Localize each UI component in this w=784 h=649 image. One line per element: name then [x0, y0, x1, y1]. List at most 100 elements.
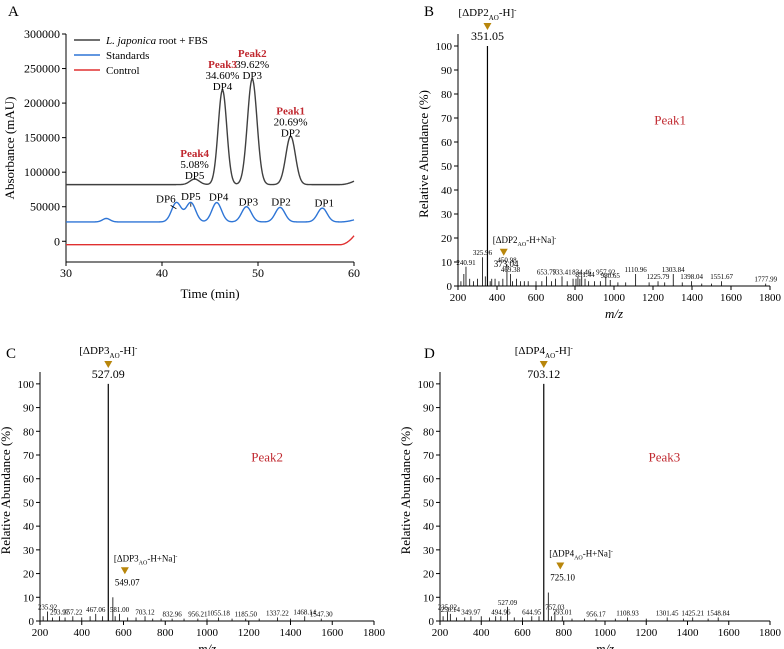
peak-dp: DP4	[213, 81, 233, 93]
x-tick-label: 800	[556, 627, 573, 639]
peak-mz-label: 757.03	[545, 604, 565, 612]
peak-mz-label: 1548.84	[707, 609, 730, 617]
x-tick-label: 200	[32, 627, 49, 639]
peak-mz-label: 357.22	[63, 608, 83, 616]
y-tick-label: 10	[441, 257, 453, 269]
x-tick-label: 40	[156, 266, 168, 280]
peak-mz-label: 1547.30	[310, 611, 333, 619]
main-ion-value: 527.09	[92, 367, 125, 381]
x-tick-label: 200	[432, 627, 449, 639]
x-tick-label: 200	[450, 292, 467, 304]
x-tick-label: 400	[74, 627, 91, 639]
peak-mz-label: 581.00	[110, 606, 130, 614]
y-tick-label: 20	[23, 569, 35, 581]
x-tick-label: 800	[157, 627, 174, 639]
marker-triangle	[483, 23, 492, 30]
ion-part: -H+Na]	[147, 553, 175, 563]
label-connector	[170, 205, 177, 210]
ion-part: -	[135, 344, 138, 352]
ion-part: AO	[574, 556, 583, 562]
peak-mz-label: 349.97	[461, 608, 481, 616]
y-tick-label: 150000	[24, 131, 60, 145]
standard-label: DP2	[271, 196, 291, 208]
peak-mz-label: 1468.14	[293, 608, 316, 616]
peak-mz-label: 467.06	[86, 606, 106, 614]
peak-mz-label: 1303.84	[662, 266, 685, 274]
peak-label: Peak3	[649, 450, 681, 465]
peak-percent: 39.62%	[235, 59, 269, 71]
y-tick-label: 80	[441, 89, 453, 101]
standard-label: DP5	[181, 191, 201, 203]
ion-part: -	[611, 550, 613, 556]
y-tick-label: 40	[23, 521, 35, 533]
peak-percent: 20.69%	[274, 116, 308, 128]
x-tick-label: 600	[528, 292, 545, 304]
adduct-ion-label: [ΔDP2AO-H+Na]-	[493, 235, 557, 248]
x-tick-label: 1600	[321, 627, 344, 639]
x-axis-title: m/z	[605, 306, 623, 321]
peak-mz-label: 653.79	[537, 268, 557, 276]
standard-label: DP1	[314, 198, 334, 210]
y-axis-title: Relative Abundance (%)	[398, 427, 413, 555]
ion-part: -	[175, 554, 177, 560]
y-tick-label: 90	[23, 403, 35, 415]
standard-label: DP6	[156, 194, 176, 206]
ion-part: AO	[545, 352, 555, 360]
main-ion-label: [ΔDP4AO-H]-	[515, 344, 574, 360]
peak-mz-label: 494.96	[491, 608, 511, 616]
peak-name: Peak4	[180, 148, 209, 160]
y-tick-label: 50	[23, 497, 35, 509]
x-tick-label: 800	[567, 292, 584, 304]
ion-part: [ΔDP2	[458, 7, 488, 19]
y-axis-title: Relative Abundance (%)	[416, 90, 431, 218]
panel-letter: B	[424, 4, 434, 20]
x-axis-title: m/z	[198, 641, 216, 649]
peak-mz-label: 325.96	[473, 249, 493, 257]
marker-triangle	[539, 361, 548, 368]
legend-entry-text: root + FBS	[156, 35, 208, 47]
x-tick-label: 1800	[759, 292, 782, 304]
ion-part: [ΔDP2	[493, 235, 518, 245]
y-tick-label: 10	[23, 592, 35, 604]
peak-dp: DP5	[185, 170, 205, 182]
adduct-ion-value: 725.10	[550, 573, 575, 583]
y-tick-label: 30	[23, 545, 35, 557]
ion-part: AO	[489, 14, 499, 22]
y-tick-label: 200000	[24, 96, 60, 110]
panel-letter: D	[424, 346, 435, 362]
x-tick-label: 400	[489, 292, 506, 304]
y-tick-label: 0	[447, 281, 453, 293]
series-line	[66, 77, 355, 186]
peak-mz-label: 1398.04	[680, 273, 703, 281]
y-tick-label: 60	[441, 137, 453, 149]
ion-part: -H+Na]	[583, 549, 611, 559]
series-line	[66, 235, 355, 246]
peak-mz-label: 1108.93	[616, 609, 639, 617]
ion-part: AO	[139, 560, 148, 566]
peak-mz-label: 703.12	[135, 608, 155, 616]
y-tick-label: 100	[436, 41, 453, 53]
x-tick-label: 1200	[642, 292, 665, 304]
y-tick-label: 10	[423, 592, 435, 604]
x-tick-label: 1800	[759, 627, 782, 639]
x-tick-label: 1200	[635, 627, 658, 639]
legend: L. japonica root + FBS Standards Control	[74, 35, 208, 77]
y-tick-label: 0	[429, 616, 435, 628]
x-tick-label: 1800	[363, 627, 386, 639]
y-tick-label: 0	[29, 616, 35, 628]
peak-mz-label: 980.65	[601, 272, 621, 280]
y-tick-label: 70	[441, 113, 453, 125]
peak-mz-label: 1185.50	[234, 611, 257, 619]
marker-triangle	[556, 562, 565, 570]
marker-triangle	[104, 361, 113, 368]
main-ion-value: 703.12	[527, 367, 560, 381]
peak-mz-label: 235.92	[438, 604, 458, 612]
main-ion-label: [ΔDP2AO-H]-	[458, 6, 517, 22]
panel-d-chart: D 200 400 600 800 1000 1200 1400 1600 1800 0 10 20 30…	[398, 344, 782, 649]
x-axis-title: m/z	[596, 641, 614, 649]
x-tick-label: 60	[348, 266, 360, 280]
adduct-ion-value: 549.07	[115, 577, 140, 587]
peak-dp: DP3	[242, 70, 262, 82]
peak-mz-label: 956.17	[586, 611, 606, 619]
